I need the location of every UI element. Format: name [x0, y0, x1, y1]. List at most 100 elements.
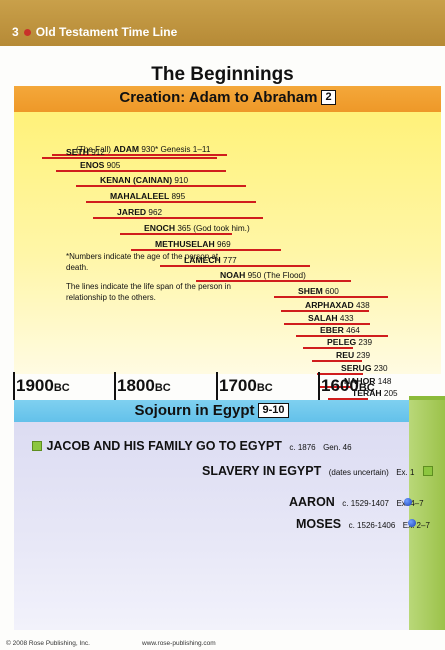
creation-title-text: Creation: Adam to Abraham	[119, 89, 318, 106]
lifespan-line	[56, 170, 226, 173]
person-age: 600	[322, 287, 339, 296]
event-name: MOSES	[296, 517, 342, 531]
genealogy-person: NAHOR 148	[344, 376, 391, 387]
sojourn-area	[14, 422, 409, 630]
section-title: Old Testament Time Line	[35, 25, 178, 39]
person-age: 438	[353, 301, 370, 310]
person-name: ARPHAXAD	[305, 300, 354, 310]
lifespan-line	[312, 360, 362, 363]
event-date: c. 1526-1406	[348, 521, 396, 530]
century-label: 1600BC	[321, 376, 375, 395]
lifespan-line	[120, 233, 232, 236]
lifespan-line	[196, 280, 351, 283]
person-age: 895	[169, 192, 186, 201]
person-age: 239	[354, 351, 371, 360]
sojourn-title: Sojourn in Egypt 9-10	[14, 402, 409, 419]
lifespan-line	[303, 347, 353, 350]
person-age: 230	[371, 364, 388, 373]
lifespan-line	[317, 373, 363, 376]
genealogy-person: SHEM 600	[298, 286, 339, 297]
page-title: The Beginnings	[151, 64, 294, 85]
person-name: KENAN (CAINAN)	[100, 175, 173, 185]
copyright: © 2008 Rose Publishing, Inc.	[6, 640, 90, 647]
creation-title: Creation: Adam to Abraham 2	[14, 89, 441, 106]
blue-dot-icon	[404, 498, 412, 506]
lifespan-line	[328, 398, 368, 401]
event-date: c. 1876	[289, 443, 316, 452]
person-name: ADAM	[113, 144, 140, 154]
genealogy-person: ENOCH 365 (God took him.)	[144, 223, 250, 234]
lifespan-line	[274, 296, 388, 299]
next-era-strip	[409, 400, 445, 630]
creation-chapter-ref: 2	[321, 90, 336, 105]
lifespan-line	[131, 249, 281, 252]
genealogy-person: SALAH 433	[308, 313, 354, 324]
person-name: NOAH	[220, 270, 246, 280]
event-ref: Ex. 2–7	[402, 521, 430, 530]
person-name: PELEG	[327, 337, 357, 347]
genealogy-person: JARED 962	[117, 207, 162, 218]
person-name: MAHALALEEL	[110, 191, 170, 201]
person-name: REU	[336, 350, 355, 360]
person-age: 148	[375, 377, 392, 386]
genealogy-person: LAMECH 777	[184, 255, 237, 266]
green-square-icon	[32, 441, 42, 451]
person-age: 950	[245, 271, 262, 280]
bullet-dot-icon	[23, 28, 31, 36]
person-age: 910	[172, 176, 189, 185]
lifespan-line	[320, 386, 352, 389]
lifespan-line	[52, 154, 227, 157]
person-name: METHUSELAH	[155, 239, 215, 249]
person-age: 433	[337, 314, 354, 323]
genealogy-person: KENAN (CAINAN) 910	[100, 175, 188, 186]
person-age: 930*	[139, 145, 159, 154]
person-name: EBER	[320, 325, 344, 335]
person-age: 777	[220, 256, 237, 265]
lifespan-line	[284, 323, 370, 326]
genealogy-person: NOAH 950 (The Flood)	[220, 270, 306, 281]
person-age: 962	[146, 208, 163, 217]
genealogy-person: EBER 464	[320, 325, 360, 336]
person-name: ENOS	[80, 160, 105, 170]
century-tick	[318, 372, 320, 400]
person-age: 205	[381, 389, 398, 398]
genealogy-person: TERAH 205	[352, 388, 398, 399]
event-name: SLAVERY IN EGYPT	[202, 464, 322, 478]
person-prefix: (The Fall)	[76, 145, 114, 154]
event-jacob: JACOB AND HIS FAMILY GO TO EGYPT c. 1876…	[32, 437, 352, 455]
lifespan-line	[281, 310, 369, 313]
person-note: (God took him.)	[190, 224, 250, 233]
person-age: 912	[88, 148, 105, 157]
person-name: JARED	[117, 207, 147, 217]
lifespan-line	[42, 157, 217, 160]
century-label: 1700BC	[219, 376, 273, 395]
genealogy-area: (The Fall) ADAM 930* Genesis 1–11 SETH 91…	[14, 112, 441, 414]
century-timeline: 1900BC 1800BC 1700BC 1600BC	[0, 372, 445, 400]
genealogy-person: SETH 912	[66, 147, 105, 158]
lifespan-line	[160, 265, 310, 268]
lifespan-line	[296, 335, 388, 338]
event-moses: MOSES c. 1526-1406 Ex. 2–7	[296, 515, 430, 533]
person-age: 365	[175, 224, 191, 233]
person-note: Genesis 1–11	[158, 145, 211, 154]
website: www.rose-publishing.com	[142, 640, 216, 647]
lifespan-line	[76, 185, 246, 188]
person-age: 905	[104, 161, 121, 170]
green-square-icon	[422, 466, 433, 476]
person-name: TERAH	[352, 388, 382, 398]
century-tick	[216, 372, 218, 400]
genealogy-person: METHUSELAH 969	[155, 239, 231, 250]
sojourn-title-text: Sojourn in Egypt	[134, 402, 255, 419]
genealogy-person: SERUG 230	[341, 363, 388, 374]
event-ref: Gen. 46	[323, 443, 352, 452]
genealogy-person: (The Fall) ADAM 930* Genesis 1–11	[76, 144, 210, 155]
person-name: SALAH	[308, 313, 338, 323]
lifeline-note: The lines indicate the life span of the …	[66, 282, 231, 302]
person-age: 239	[356, 338, 373, 347]
person-name: SETH	[66, 147, 89, 157]
genealogy-person: ENOS 905	[80, 160, 120, 171]
header-bar: 3 Old Testament Time Line	[0, 0, 445, 46]
century-tick	[114, 372, 116, 400]
person-age: 464	[343, 326, 360, 335]
